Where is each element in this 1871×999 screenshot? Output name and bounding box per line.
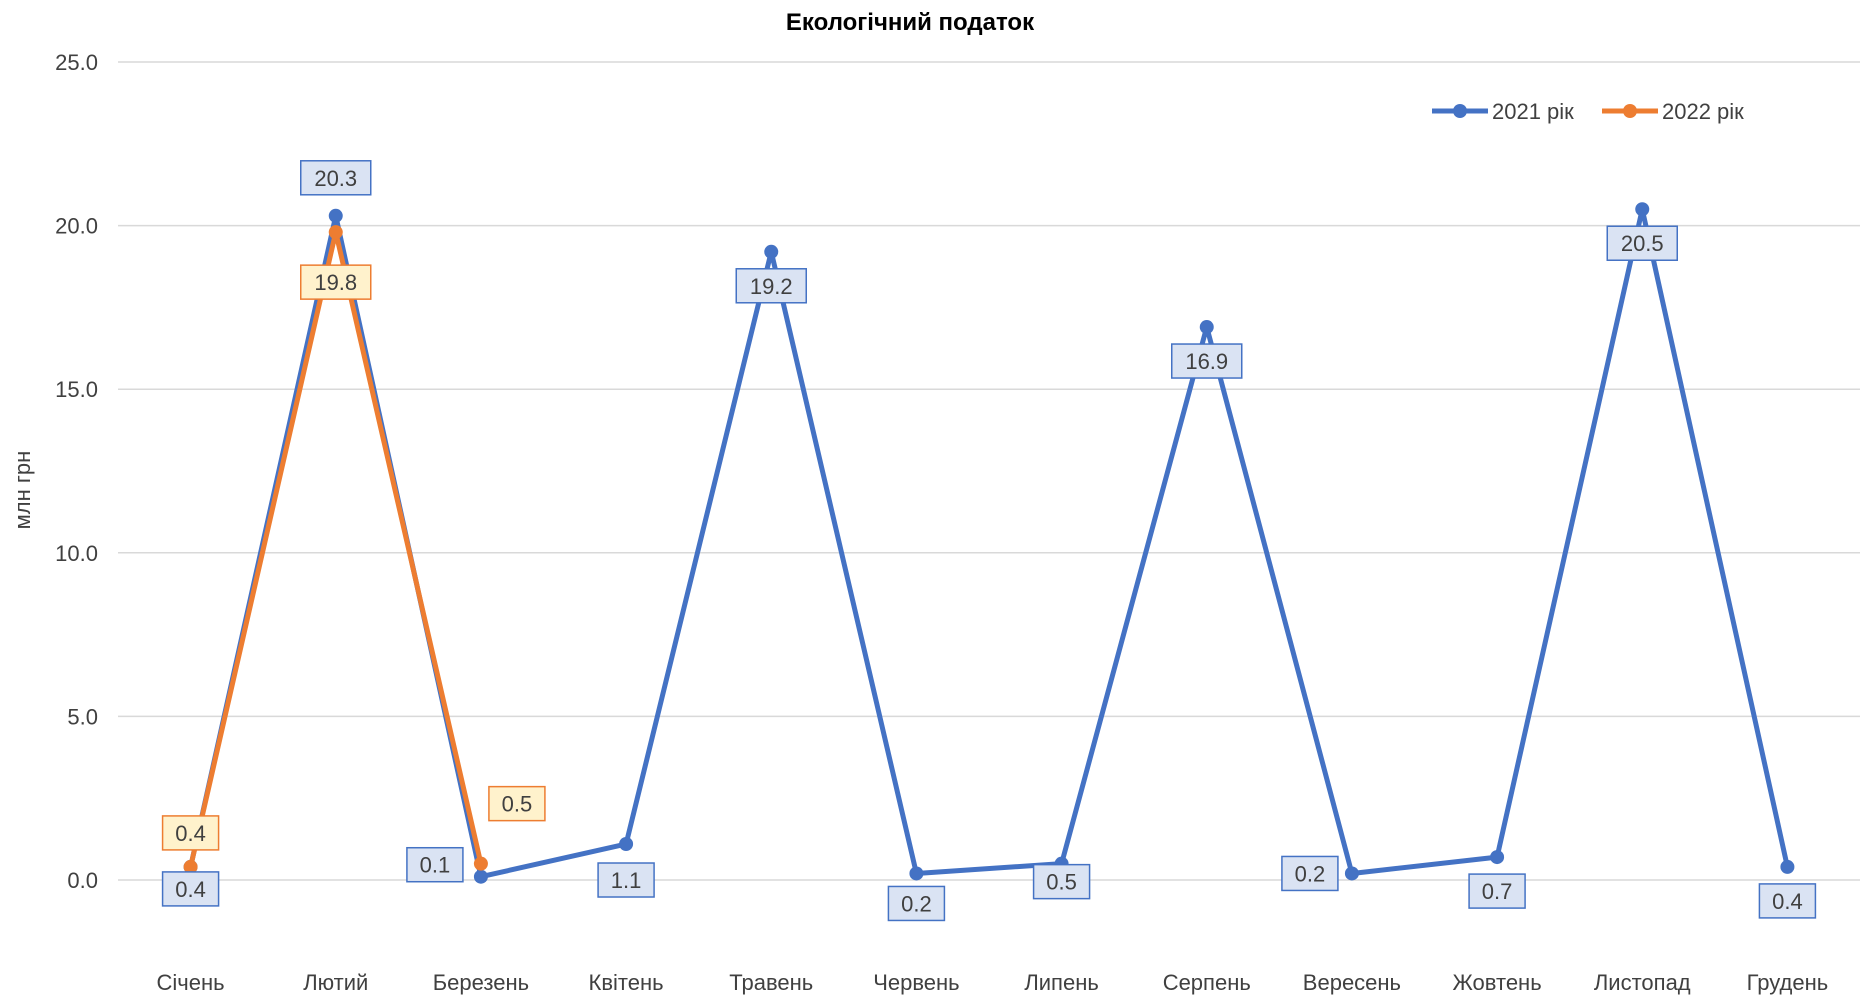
data-label-box [161, 815, 220, 851]
data-label: 0.7 [1468, 873, 1526, 909]
x-tick-label: Травень [729, 970, 813, 995]
data-label: 0.5 [1032, 863, 1091, 900]
data-label-box [488, 785, 546, 822]
data-label-box [300, 264, 372, 300]
legend-marker [1453, 104, 1467, 118]
data-label: 19.8 [300, 264, 372, 300]
x-tick-label: Лютий [303, 970, 368, 995]
x-tick-label: Серпень [1163, 970, 1251, 995]
data-label: 0.4 [161, 815, 220, 851]
data-label-box [1032, 863, 1091, 900]
legend-item: 2021 рік [1432, 99, 1574, 124]
data-label: 0.4 [161, 871, 220, 907]
data-label-text: 0.7 [1482, 879, 1513, 904]
series-lines [183, 202, 1795, 884]
data-label: 0.1 [406, 846, 464, 883]
x-tick-label: Липень [1024, 970, 1099, 995]
x-tick-label: Вересень [1303, 970, 1401, 995]
x-tick-label: Грудень [1747, 970, 1829, 995]
y-axis-ticks: 0.0 5.0 10.0 15.0 20.0 25.0 [55, 50, 98, 893]
data-label-box [1758, 883, 1817, 919]
data-point [1490, 850, 1505, 865]
data-label: 20.3 [300, 160, 372, 196]
data-label-box [1606, 225, 1678, 261]
data-label: 1.1 [597, 862, 655, 898]
y-tick-label: 15.0 [55, 377, 98, 402]
chart-title: Екологічний податок [786, 9, 1035, 36]
data-label-text: 1.1 [611, 868, 642, 893]
data-point [1199, 320, 1214, 335]
series-line [188, 206, 1790, 880]
x-tick-label: Листопад [1594, 970, 1691, 995]
gridlines [118, 61, 1860, 881]
data-point [473, 869, 488, 884]
legend: 2021 рік 2022 рік [1432, 99, 1744, 124]
data-label-text: 0.4 [175, 821, 206, 846]
data-labels: 0.4 20.3 0.1 1.1 19.2 0.2 0.5 16.9 0.2 0.7 20.5 0.4… [161, 160, 1817, 922]
data-label-box [300, 160, 372, 196]
x-axis-ticks: Січень Лютий Березень Квітень Травень Червень… [157, 970, 1829, 995]
legend-marker [1623, 104, 1637, 118]
legend-item: 2022 рік [1602, 99, 1744, 124]
data-point [1780, 859, 1795, 874]
data-label-text: 16.9 [1185, 349, 1228, 374]
data-label: 0.4 [1758, 883, 1817, 919]
data-label-text: 0.2 [1295, 861, 1326, 886]
data-point [619, 837, 634, 852]
data-label-text: 20.5 [1621, 231, 1664, 256]
data-label-box [597, 862, 655, 898]
y-tick-label: 25.0 [55, 50, 98, 75]
x-tick-label: Березень [433, 970, 529, 995]
y-tick-label: 5.0 [67, 704, 98, 729]
data-label-text: 0.5 [502, 792, 533, 817]
data-point [328, 225, 343, 240]
x-tick-label: Червень [873, 970, 959, 995]
x-tick-label: Квітень [589, 970, 664, 995]
data-label-text: 19.2 [750, 274, 793, 299]
data-label: 19.2 [735, 268, 807, 304]
data-label-text: 0.4 [1772, 889, 1803, 914]
series-line [188, 229, 484, 870]
data-point [909, 866, 924, 881]
y-axis-title: млн грн [10, 451, 35, 530]
y-tick-label: 0.0 [67, 868, 98, 893]
data-point [1344, 866, 1359, 881]
data-label: 20.5 [1606, 225, 1678, 261]
data-label-text: 0.1 [420, 853, 451, 878]
data-label-box [1171, 343, 1243, 379]
data-label-box [735, 268, 807, 304]
data-point [1635, 202, 1650, 217]
y-tick-label: 10.0 [55, 541, 98, 566]
data-label-box [406, 846, 464, 883]
data-label-text: 0.2 [901, 891, 932, 916]
legend-label: 2021 рік [1492, 99, 1574, 124]
data-label-text: 20.3 [314, 166, 357, 191]
y-tick-label: 20.0 [55, 214, 98, 239]
legend-label: 2022 рік [1662, 99, 1744, 124]
data-label-box [161, 871, 220, 907]
data-point [764, 244, 779, 259]
data-label-text: 0.5 [1046, 870, 1077, 895]
data-point [473, 856, 488, 871]
data-label-box [1468, 873, 1526, 909]
data-label-box [1281, 855, 1339, 892]
data-label-text: 19.8 [314, 270, 357, 295]
x-tick-label: Січень [157, 970, 225, 995]
data-label: 0.2 [887, 885, 946, 922]
data-label-text: 0.4 [175, 877, 206, 902]
data-label-box [887, 885, 946, 922]
x-tick-label: Жовтень [1452, 970, 1541, 995]
data-label: 0.5 [488, 785, 546, 822]
data-point [183, 859, 198, 874]
data-label: 0.2 [1281, 855, 1339, 892]
data-point [328, 208, 343, 223]
data-label: 16.9 [1171, 343, 1243, 379]
